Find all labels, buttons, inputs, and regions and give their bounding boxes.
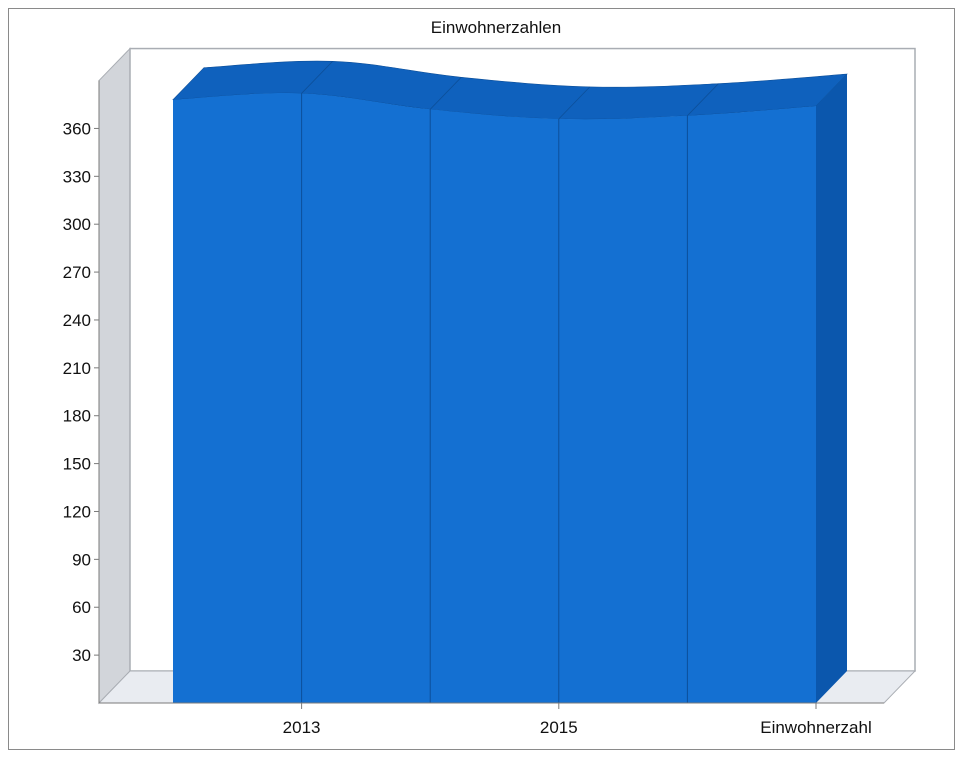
y-tick-label: 330 bbox=[63, 167, 91, 186]
y-tick-label: 210 bbox=[63, 359, 91, 378]
y-tick-label: 30 bbox=[72, 646, 91, 665]
y-tick-label: 60 bbox=[72, 598, 91, 617]
x-tick-label: Einwohnerzahl bbox=[760, 718, 872, 737]
chart-frame: Einwohnerzahlen 30 60 90 120 150 180 210 240 270… bbox=[8, 8, 955, 750]
y-axis: 30 60 90 120 150 180 210 240 270 300 330 360 bbox=[63, 80, 100, 703]
data-point-top-divider bbox=[429, 77, 462, 110]
data-point-top-divider bbox=[687, 83, 719, 116]
y-tick-label: 300 bbox=[63, 215, 91, 234]
chart-title: Einwohnerzahlen bbox=[431, 18, 561, 37]
x-axis: 2013 2015 Einwohnerzahl bbox=[99, 702, 884, 737]
x-tick-label: 2015 bbox=[540, 718, 578, 737]
y-tick-label: 270 bbox=[63, 263, 91, 282]
y-tick-label: 360 bbox=[63, 119, 91, 138]
area-side-face bbox=[816, 74, 847, 703]
y-tick-label: 150 bbox=[63, 455, 91, 474]
area-series bbox=[172, 60, 848, 703]
y-tick-label: 180 bbox=[63, 407, 91, 426]
data-point-top-divider bbox=[301, 61, 333, 94]
y-tick-label: 90 bbox=[72, 550, 91, 569]
chart-svg: Einwohnerzahlen 30 60 90 120 150 180 210 240 270… bbox=[63, 18, 917, 737]
y-tick-label: 120 bbox=[63, 502, 91, 521]
area-front-face bbox=[173, 93, 816, 703]
data-point-top-divider bbox=[558, 86, 591, 120]
side-wall bbox=[98, 47, 131, 705]
y-tick-label: 240 bbox=[63, 311, 91, 330]
x-tick-label: 2013 bbox=[283, 718, 321, 737]
